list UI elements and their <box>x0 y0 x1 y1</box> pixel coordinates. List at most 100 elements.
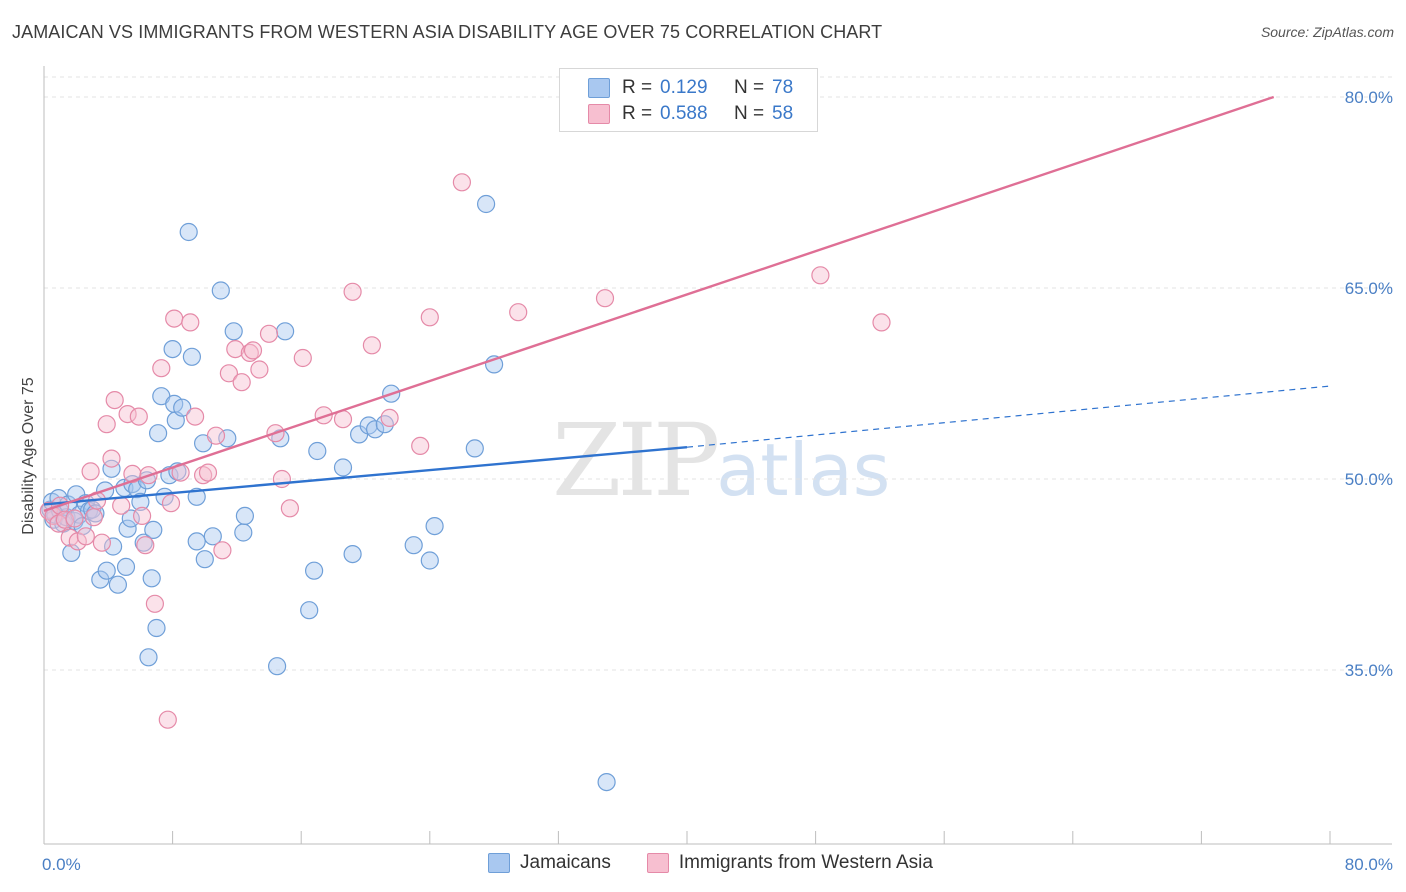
jamaican-point <box>103 537 123 556</box>
western-asia-point <box>165 309 184 328</box>
legend-r-value: 0.588 <box>660 103 708 124</box>
series-swatch-western-asia <box>646 853 669 873</box>
western-asia-point <box>595 289 615 308</box>
legend-swatch-jamaicans <box>588 78 610 98</box>
western-asia-point <box>133 506 152 526</box>
western-asia-point <box>102 449 121 468</box>
jamaican-point <box>97 561 116 580</box>
western-asia-point <box>145 594 164 613</box>
jamaican-point <box>195 550 214 569</box>
legend-row-jamaicans: R = 0.129 N = 78 <box>560 75 793 101</box>
legend-n-value: 78 <box>772 77 794 98</box>
western-asia-point <box>92 533 112 552</box>
western-asia-point <box>129 407 148 426</box>
jamaican-point <box>333 458 353 477</box>
grid-layer <box>44 76 1392 671</box>
western-asia-point <box>343 282 362 301</box>
legend-swatch-western-asia <box>588 104 610 124</box>
jamaican-point <box>149 424 168 443</box>
series-label-western-asia: Immigrants from Western Asia <box>678 852 933 873</box>
jamaican-point <box>425 516 444 536</box>
western-asia-point <box>380 408 399 427</box>
western-asia-point <box>250 360 269 379</box>
western-asia-point <box>452 173 471 192</box>
jamaican-point <box>182 347 201 366</box>
western-asia-point <box>194 466 213 485</box>
legend-row-western-asia: R = 0.588 N = 58 <box>560 101 793 127</box>
jamaican-point <box>308 441 327 461</box>
trend-layer <box>43 95 1331 512</box>
western-asia-point <box>240 343 259 362</box>
series-swatch-jamaicans <box>488 853 510 873</box>
jamaican-point <box>477 194 496 214</box>
points-layer <box>39 173 891 792</box>
western-asia-point <box>181 313 200 332</box>
western-asia-point <box>152 359 171 378</box>
western-asia-point <box>206 426 226 445</box>
western-asia-point <box>158 710 177 729</box>
jamaican-point <box>597 772 616 792</box>
western-asia-point <box>420 308 439 327</box>
jamaican-point <box>91 570 110 589</box>
western-asia-point <box>65 509 84 528</box>
western-asia-point <box>411 436 430 455</box>
western-asia-point <box>259 324 279 343</box>
jamaican-point <box>234 523 253 542</box>
legend-n-label: N = <box>734 103 765 124</box>
y-tick-label: 35.0% <box>1345 661 1393 680</box>
series-legend-item-jamaicans[interactable]: Jamaicans <box>488 852 611 874</box>
series-legend-item-western-asia[interactable]: Immigrants from Western Asia <box>646 852 933 874</box>
jamaican-point <box>465 439 484 458</box>
y-axis-title: Disability Age Over 75 <box>20 377 37 535</box>
jamaican-point <box>404 536 423 555</box>
jamaican-point <box>142 569 161 588</box>
western-asia-point <box>811 266 830 285</box>
jamaican-point <box>187 532 206 551</box>
western-asia-point <box>314 406 333 425</box>
jamaican-point <box>102 459 121 478</box>
y-tick-label: 65.0% <box>1345 279 1393 298</box>
legend-r-label: R = <box>622 77 653 98</box>
western-asia-point <box>105 391 124 410</box>
jamaican-point <box>179 222 198 242</box>
western-asia-trend-line <box>43 95 1275 512</box>
jamaican-trend-line <box>43 445 688 506</box>
western-asia-point <box>186 407 205 426</box>
jamaican-point <box>147 618 166 638</box>
western-asia-point <box>219 364 238 383</box>
legend-r-label: R = <box>622 103 653 124</box>
western-asia-point <box>293 348 312 368</box>
x-tick-label: 80.0% <box>1345 855 1393 874</box>
jamaican-point <box>366 420 385 439</box>
jamaican-point <box>173 398 192 417</box>
jamaican-point <box>144 520 163 540</box>
series-label-jamaicans: Jamaicans <box>520 852 611 873</box>
legend-r-value: 0.129 <box>660 77 708 98</box>
jamaican-point <box>276 322 295 341</box>
labels-layer: 35.0% 50.0% 65.0% 80.0% 0.0% 80.0% Disability … <box>20 88 1393 874</box>
jamaican-point <box>139 648 158 667</box>
source-label: Source: ZipAtlas.com <box>1260 24 1394 40</box>
western-asia-point <box>243 341 263 360</box>
jamaican-point <box>62 543 81 563</box>
western-asia-point <box>81 462 100 481</box>
jamaican-point <box>131 492 150 511</box>
western-asia-point <box>97 415 116 434</box>
western-asia-point <box>161 494 181 513</box>
jamaican-point <box>163 340 182 359</box>
western-asia-point <box>55 510 75 529</box>
series-legend: Jamaicans Immigrants from Western Asia <box>488 852 969 874</box>
correlation-legend: R = 0.129 N = 78 R = 0.588 N = 58 <box>559 68 818 132</box>
jamaican-point <box>108 575 128 594</box>
western-asia-point <box>362 336 381 355</box>
western-asia-point <box>123 464 142 483</box>
jamaican-point <box>300 601 319 620</box>
chart-title: JAMAICAN VS IMMIGRANTS FROM WESTERN ASIA… <box>12 22 883 42</box>
jamaican-point <box>235 506 254 526</box>
y-tick-label: 50.0% <box>1345 470 1393 489</box>
western-asia-point <box>213 541 232 560</box>
y-tick-label: 80.0% <box>1345 88 1393 107</box>
jamaican-trend-extension <box>686 385 1331 448</box>
jamaican-point <box>118 519 137 538</box>
jamaican-point <box>116 557 136 577</box>
